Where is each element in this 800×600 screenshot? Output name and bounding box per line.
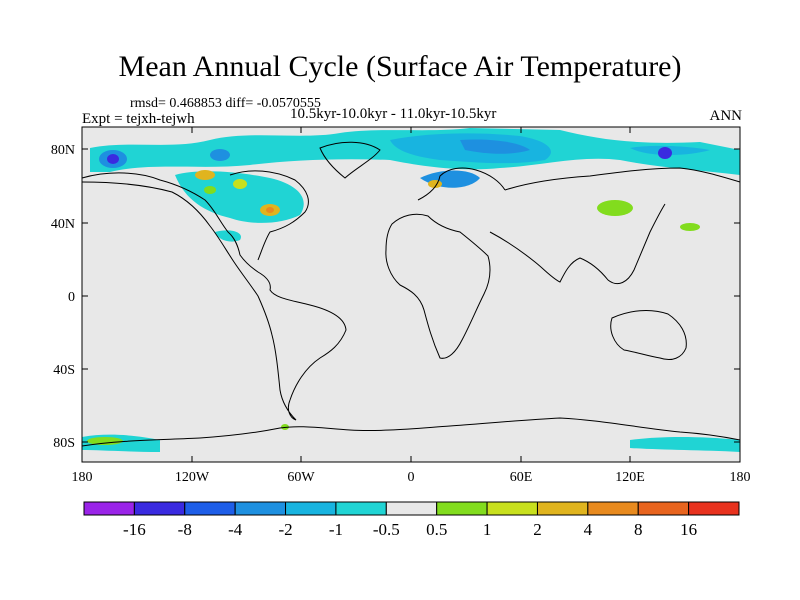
pacific-warm (680, 223, 700, 231)
asia-warm (597, 200, 633, 216)
colorbar-label-0: -16 (123, 520, 146, 539)
colorbar-box-5 (335, 501, 387, 516)
lon-label-180w: 180 (72, 470, 93, 485)
colorbar-box-0 (83, 501, 135, 516)
lat-tick-40S: 40S (53, 363, 740, 378)
lon-tick-120w: 120W (175, 127, 210, 485)
lat-axis: 80N 40N 0 40S 80S (51, 143, 740, 451)
warm-patch-4 (204, 186, 216, 194)
lat-label-80S: 80S (53, 436, 75, 451)
lat-label-40N: 40N (51, 217, 75, 232)
lat-tick-80N: 80N (51, 143, 740, 158)
lon-label-120e: 120E (615, 470, 645, 485)
lon-label-180e: 180 (730, 470, 751, 485)
cold-patch (210, 149, 230, 161)
colorbar-box-11 (637, 501, 690, 516)
lat-tick-40N: 40N (51, 217, 740, 232)
australia (610, 310, 687, 361)
cold-spot-east (658, 147, 672, 159)
season-label: ANN (709, 108, 743, 124)
lon-label-120w: 120W (175, 470, 210, 485)
north-america-east (229, 170, 309, 261)
lon-label-0: 0 (408, 470, 415, 485)
cold-core-deep (460, 139, 530, 154)
colorbar-box-1 (133, 501, 186, 516)
experiment-label: Expt = tejxh-tejwh (82, 111, 195, 127)
lat-tick-80S: 80S (53, 436, 740, 451)
colorbar-label-1: -8 (178, 520, 192, 539)
colorbar-label-11: 16 (680, 520, 697, 539)
greenland (319, 141, 381, 179)
colorbar-label-4: -1 (329, 520, 343, 539)
colorbar-label-3: -2 (278, 520, 292, 539)
colorbar-label-6: 0.5 (426, 520, 447, 539)
antarctica (81, 417, 741, 447)
colorbar (83, 501, 740, 516)
cold-spot-west (107, 154, 119, 164)
colorbar-label-10: 8 (634, 520, 643, 539)
lon-label-60w: 60W (287, 470, 315, 485)
antarctic-cold-east (630, 437, 740, 452)
colorbar-box-2 (184, 501, 236, 516)
plot-title: Mean Annual Cycle (Surface Air Temperatu… (118, 50, 682, 83)
colorbar-box-8 (486, 501, 538, 516)
period-label: 10.5kyr-10.0kyr - 11.0kyr-10.5kyr (290, 106, 497, 122)
warm-patch-2 (233, 179, 247, 189)
asia-south (489, 203, 666, 285)
colorbar-label-9: 4 (584, 520, 593, 539)
lat-label-80N: 80N (51, 143, 75, 158)
lon-tick-180e: 180 (730, 470, 751, 485)
colorbar-label-7: 1 (483, 520, 492, 539)
coastlines (81, 141, 741, 447)
africa (385, 213, 491, 359)
lon-label-60e: 60E (510, 470, 533, 485)
colorbar-box-9 (536, 501, 589, 516)
colorbar-box-3 (234, 501, 287, 516)
lon-tick-60w: 60W (287, 127, 315, 485)
colorbar-box-10 (587, 501, 639, 516)
anomaly-patches (82, 128, 740, 452)
lon-tick-60e: 60E (510, 127, 533, 485)
lon-axis: 180 120W 60W 0 60E 120E 180 (72, 127, 751, 485)
lon-tick-120e: 120E (615, 127, 645, 485)
stats-label: rmsd= 0.468853 diff= -0.0570555 (130, 96, 321, 111)
antarctic-warm (87, 437, 123, 445)
colorbar-label-5: -0.5 (373, 520, 400, 539)
lon-tick-0: 0 (408, 127, 415, 485)
asia-north (504, 167, 741, 191)
lon-tick-180w: 180 (72, 470, 93, 485)
warm-core (266, 207, 274, 213)
colorbar-box-7 (436, 501, 488, 516)
lat-label-40S: 40S (53, 363, 75, 378)
americas-west (81, 172, 347, 421)
lat-tick-0: 0 (68, 290, 740, 305)
colorbar-label-2: -4 (228, 520, 243, 539)
colorbar-box-12 (688, 501, 740, 516)
colorbar-label-8: 2 (533, 520, 542, 539)
warm-patch-1 (195, 170, 215, 180)
colorbar-labels: -16 -8 -4 -2 -1 -0.5 0.5 1 2 4 8 16 (123, 520, 697, 539)
lat-label-0: 0 (68, 290, 75, 305)
colorbar-box-6 (385, 501, 438, 516)
scandinavia (417, 167, 506, 201)
colorbar-box-4 (285, 501, 337, 516)
na-cold-south (215, 230, 241, 242)
